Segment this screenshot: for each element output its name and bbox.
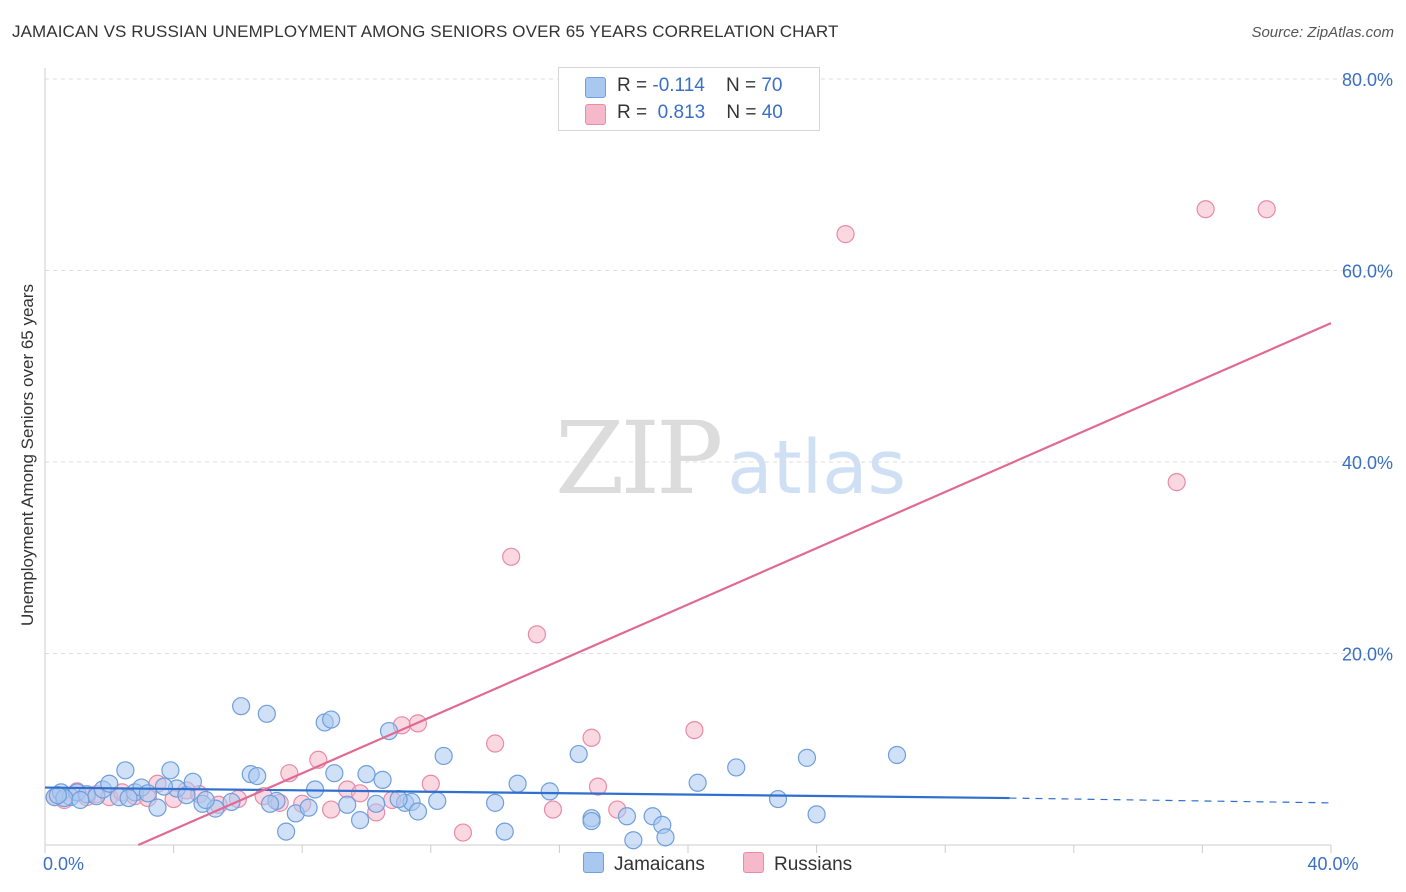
legend-swatch-jamaicans xyxy=(585,77,606,98)
jamaican-point xyxy=(119,788,138,808)
jamaican-point xyxy=(727,758,746,777)
russian-point xyxy=(502,547,521,566)
jamaican-point xyxy=(656,828,675,847)
jamaican-point xyxy=(248,766,267,786)
jamaican-point xyxy=(357,765,376,784)
russian-point xyxy=(486,734,505,753)
watermark: ZIP atlas xyxy=(555,400,906,517)
y-tick-label: 20.0% xyxy=(1342,645,1393,665)
jamaican-point xyxy=(196,790,215,810)
legend-n-value: 70 xyxy=(761,75,783,96)
legend-n-value: 40 xyxy=(761,102,783,123)
y-tick-label: 40.0% xyxy=(1342,453,1393,473)
jamaican-point xyxy=(434,746,453,766)
jamaican-point xyxy=(486,793,505,812)
jamaican-point xyxy=(428,791,447,811)
y-tick-label: 60.0% xyxy=(1342,262,1393,282)
russian-point xyxy=(322,800,341,819)
jamaican-point xyxy=(260,794,280,813)
russian-point xyxy=(588,777,608,796)
legend-item-jamaicans[interactable]: Jamaicans xyxy=(583,852,705,876)
jamaican-point xyxy=(582,811,601,831)
legend-r-value: 0.813 xyxy=(652,102,706,123)
legend-swatch-russians xyxy=(585,104,606,125)
jamaican-point xyxy=(389,789,408,809)
legend-swatch-russians xyxy=(743,852,764,873)
legend-label-russians: Russians xyxy=(774,854,853,875)
jamaican-point xyxy=(148,798,167,817)
russian-point xyxy=(1167,473,1186,492)
trend-lines xyxy=(44,322,1332,847)
jamaican-point xyxy=(71,790,90,810)
series-russians-points xyxy=(45,200,1276,842)
jamaican-point xyxy=(350,811,370,830)
jamaican-point xyxy=(373,770,392,789)
jamaican-point xyxy=(322,710,341,729)
jamaican-point xyxy=(138,784,157,803)
russian-point xyxy=(421,774,440,793)
x-tick-label: 0.0% xyxy=(43,854,84,874)
y-axis-label: Unemployment Among Seniors over 65 years xyxy=(18,283,37,627)
legend-label-jamaicans: Jamaicans xyxy=(614,854,705,875)
chart-title: JAMAICAN VS RUSSIAN UNEMPLOYMENT AMONG S… xyxy=(12,22,839,41)
legend-item-russians[interactable]: Russians xyxy=(743,852,852,876)
y-tick-label: 80.0% xyxy=(1342,70,1393,90)
russian-point xyxy=(836,225,855,244)
axes xyxy=(44,68,1332,853)
jamaican-point xyxy=(797,748,817,767)
jamaican-trend-line xyxy=(44,786,1010,800)
jamaican-point xyxy=(338,795,357,814)
legend-swatch-jamaicans xyxy=(583,852,604,873)
correlation-legend: R = -0.114 N = 70 R = 0.813 N = 40 xyxy=(558,67,820,131)
russian-point xyxy=(685,720,704,740)
jamaican-point xyxy=(154,777,174,796)
series-jamaicans-points xyxy=(45,697,907,850)
jamaican-point xyxy=(508,774,527,793)
grid-lines xyxy=(45,78,1392,654)
jamaican-point xyxy=(768,789,788,809)
jamaican-point xyxy=(183,772,202,791)
x-tick-label: 40.0% xyxy=(1307,854,1358,874)
jamaican-trend-extension xyxy=(1009,797,1332,804)
russian-point xyxy=(453,823,473,842)
jamaican-point xyxy=(367,794,386,813)
russian-point xyxy=(350,784,370,803)
jamaican-point xyxy=(887,745,907,765)
jamaican-point xyxy=(116,761,135,780)
jamaican-point xyxy=(408,802,428,821)
tick-labels: 20.0% 40.0% 60.0% 80.0% 0.0% 40.0% xyxy=(43,70,1393,874)
watermark-atlas: atlas xyxy=(727,425,907,511)
jamaican-point xyxy=(325,764,344,783)
jamaican-point xyxy=(299,798,318,817)
legend-r-label: R = xyxy=(617,75,653,96)
jamaican-point xyxy=(232,697,251,716)
russian-point xyxy=(1257,200,1276,219)
legend-r-value: -0.114 xyxy=(652,75,705,96)
jamaican-point xyxy=(277,822,296,841)
jamaican-point xyxy=(569,744,588,764)
legend-n-label: N = xyxy=(726,102,762,123)
source-label: Source: ZipAtlas.com xyxy=(1251,24,1394,41)
jamaican-point xyxy=(161,761,180,780)
jamaican-point xyxy=(624,831,643,850)
watermark-zip: ZIP xyxy=(555,400,723,517)
russian-point xyxy=(527,625,546,644)
jamaican-point xyxy=(48,786,67,805)
jamaican-point xyxy=(807,805,826,824)
legend-n-label: N = xyxy=(725,75,762,96)
legend-r-label: R = xyxy=(617,102,653,123)
russian-point xyxy=(543,800,563,819)
jamaican-point xyxy=(540,782,559,801)
jamaican-point xyxy=(495,822,514,841)
jamaican-point xyxy=(688,773,707,792)
russian-trend-line xyxy=(137,322,1332,847)
jamaican-point xyxy=(617,807,637,826)
jamaican-point xyxy=(257,704,276,723)
russian-point xyxy=(582,728,601,747)
russian-point xyxy=(1196,200,1215,219)
